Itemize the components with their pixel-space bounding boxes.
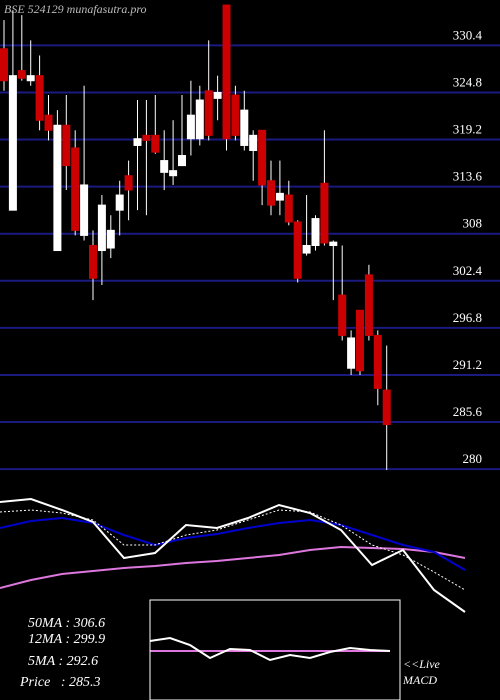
candle-body bbox=[231, 94, 240, 136]
candle-body bbox=[89, 244, 97, 279]
annotation: 50MA : 306.6 bbox=[28, 616, 105, 631]
candle-body bbox=[53, 124, 62, 252]
candle-body bbox=[213, 91, 222, 99]
line-series bbox=[0, 497, 466, 613]
candle-body bbox=[222, 4, 231, 140]
y-tick-label: 291.2 bbox=[453, 357, 482, 372]
annotation: <<Live bbox=[403, 657, 441, 671]
candle-body bbox=[186, 114, 195, 140]
candle-body bbox=[151, 134, 160, 153]
candle-body bbox=[249, 134, 258, 151]
y-tick-label: 285.6 bbox=[453, 404, 483, 419]
y-tick-label: 324.8 bbox=[453, 74, 482, 89]
y-tick-label: 296.8 bbox=[453, 310, 482, 325]
plot bbox=[0, 4, 466, 662]
candle-body bbox=[178, 155, 186, 167]
candle-body bbox=[373, 334, 382, 389]
candle-body bbox=[17, 70, 26, 79]
candle-body bbox=[133, 138, 142, 146]
candle-body bbox=[302, 244, 311, 254]
candle-body bbox=[44, 114, 53, 131]
candle-body bbox=[80, 184, 89, 236]
annotation: MACD bbox=[402, 673, 437, 687]
candle-body bbox=[258, 129, 267, 186]
y-tick-label: 302.4 bbox=[453, 263, 483, 278]
candle-body bbox=[311, 218, 320, 246]
grid: 330.4 324.8 319.2 313.6 308 302.4 296.8 291.2 28… bbox=[0, 27, 500, 471]
y-tick-label: 330.4 bbox=[453, 27, 483, 42]
candle-body bbox=[382, 389, 391, 426]
candle-body bbox=[275, 192, 284, 201]
line-series bbox=[0, 545, 466, 589]
line-series bbox=[149, 636, 391, 662]
candle-body bbox=[26, 75, 35, 82]
candle-body bbox=[0, 48, 8, 82]
candle-body bbox=[142, 134, 151, 141]
y-tick-label: 308 bbox=[463, 216, 483, 231]
candle-body bbox=[169, 170, 178, 177]
line-series bbox=[0, 509, 466, 591]
candle-body bbox=[347, 337, 356, 369]
candle-body bbox=[267, 180, 275, 206]
candle-body bbox=[160, 160, 169, 173]
annotation: 12MA : 299.9 bbox=[28, 632, 105, 647]
y-tick-label: 280 bbox=[463, 451, 483, 466]
chart-title: BSE 524129 munafasutra.pro bbox=[4, 2, 147, 16]
line-series bbox=[0, 516, 466, 571]
candle-body bbox=[115, 194, 124, 211]
candle-body bbox=[329, 241, 338, 246]
candle-body bbox=[293, 221, 302, 279]
y-tick-label: 319.2 bbox=[453, 122, 482, 137]
macd-frame bbox=[149, 599, 401, 700]
candle-body bbox=[124, 175, 133, 191]
candle-body bbox=[356, 309, 364, 372]
candle-body bbox=[35, 75, 44, 121]
candle-body bbox=[320, 182, 329, 244]
annotation: Price : 285.3 bbox=[19, 675, 100, 690]
candle-body bbox=[71, 147, 80, 231]
annotation: 5MA : 292.6 bbox=[28, 654, 98, 669]
candle-body bbox=[106, 229, 115, 249]
candle-body bbox=[62, 124, 71, 167]
candle-body bbox=[338, 294, 347, 336]
y-tick-label: 313.6 bbox=[453, 169, 483, 184]
candle-body bbox=[364, 274, 373, 336]
candle-body bbox=[8, 75, 17, 211]
candle-body bbox=[240, 109, 249, 146]
candle-body bbox=[204, 90, 213, 136]
candle-body bbox=[195, 99, 204, 140]
candle-body bbox=[97, 204, 106, 252]
candle-body bbox=[284, 194, 293, 223]
